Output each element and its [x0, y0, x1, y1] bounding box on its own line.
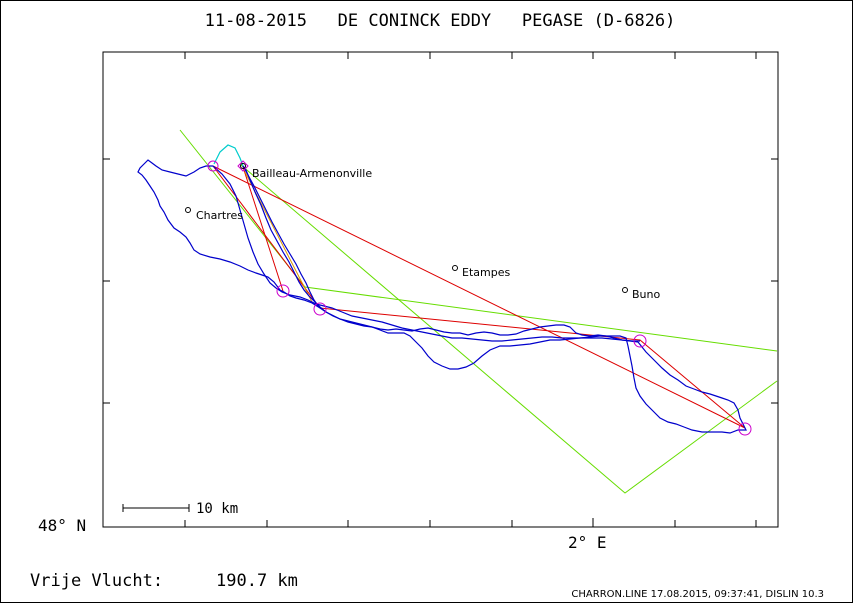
turnpoint-bailleau	[237, 160, 249, 172]
credit-line: CHARRON.LINE 17.08.2015, 09:37:41, DISLI…	[571, 589, 824, 600]
track-return-north	[242, 165, 319, 307]
place-label-bailleau: Bailleau-Armenonville	[252, 167, 372, 180]
place-label-etampes: Etampes	[462, 266, 510, 279]
place-markers: Bailleau-Armenonville Chartres Etampes B…	[185, 163, 660, 301]
track-return-leg	[212, 165, 640, 342]
track-outbound	[242, 165, 639, 343]
sector-line-start	[179, 129, 778, 352]
task-leg-2	[242, 166, 284, 292]
page-title: 11-08-2015 DE CONINCK EDDY PEGASE (D-682…	[205, 11, 676, 31]
place-label-buno: Buno	[632, 288, 660, 301]
track-to-finish	[279, 289, 747, 434]
scale-bar-label: 10 km	[196, 501, 238, 517]
sector-line-finish	[240, 164, 778, 494]
turnpoint-start	[207, 160, 219, 172]
turnpoints	[207, 160, 752, 436]
place-label-chartres: Chartres	[196, 209, 243, 222]
track-start-segment	[213, 144, 244, 167]
longitude-label: 2° E	[568, 533, 607, 552]
place-chartres: Chartres	[185, 207, 243, 222]
plot-area: Bailleau-Armenonville Chartres Etampes B…	[102, 51, 779, 528]
axis-ticks	[103, 52, 778, 527]
turnpoint-east	[633, 334, 647, 348]
turnpoint-finish	[738, 422, 752, 436]
distance-label: Vrije Vlucht:	[30, 571, 163, 591]
sector-lines	[179, 129, 778, 494]
track-west-loop	[137, 159, 281, 291]
place-etampes: Etampes	[452, 265, 510, 279]
plot-border	[102, 51, 779, 528]
turnpoint-west	[276, 284, 290, 298]
place-bailleau: Bailleau-Armenonville	[240, 163, 372, 180]
turnpoint-mid	[313, 302, 327, 316]
latitude-label: 48° N	[38, 516, 86, 535]
place-buno: Buno	[622, 287, 660, 301]
scale-bar: 10 km	[122, 501, 238, 517]
flight-track	[137, 144, 747, 434]
task-leg-1	[212, 165, 746, 429]
distance-value: 190.7 km	[216, 571, 298, 591]
